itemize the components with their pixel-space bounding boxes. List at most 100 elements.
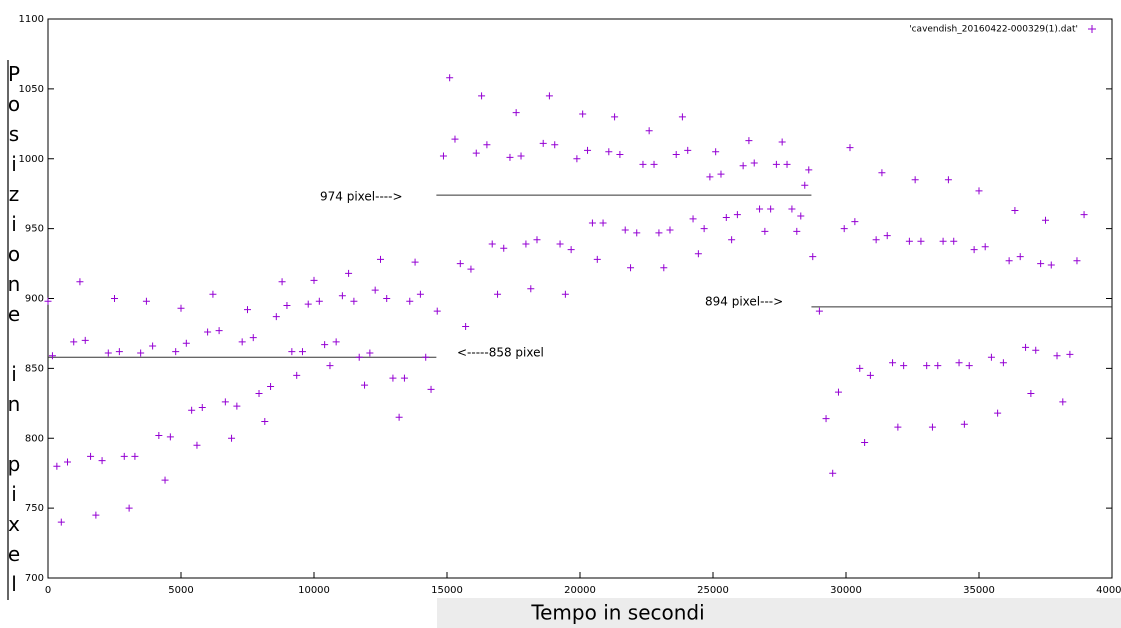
point — [655, 229, 663, 237]
point — [846, 144, 854, 152]
point — [142, 297, 150, 305]
point — [894, 423, 902, 431]
point — [1080, 211, 1088, 219]
annotation: 894 pixel---> — [705, 295, 783, 309]
point — [427, 385, 435, 393]
point — [923, 362, 931, 370]
point — [851, 218, 859, 226]
point — [267, 383, 275, 391]
point — [383, 295, 391, 302]
point — [255, 390, 263, 398]
point — [533, 236, 541, 244]
x-tick-label: 40000 — [1096, 585, 1121, 596]
point — [861, 438, 869, 446]
point — [506, 153, 514, 161]
x-tick-label: 15000 — [431, 585, 463, 596]
point — [911, 176, 919, 184]
point — [456, 260, 464, 268]
point — [395, 413, 403, 421]
point — [488, 240, 496, 248]
point — [483, 141, 491, 149]
point — [733, 211, 741, 219]
point — [228, 434, 236, 442]
point — [616, 151, 624, 159]
point — [801, 181, 809, 189]
point — [539, 139, 547, 147]
point — [166, 433, 174, 441]
point — [750, 159, 758, 167]
point — [182, 339, 190, 347]
point — [706, 173, 714, 181]
plot-frame — [47, 18, 1113, 579]
point — [411, 258, 419, 266]
point — [551, 141, 559, 149]
point — [500, 244, 508, 252]
point — [960, 420, 968, 428]
point — [115, 348, 123, 356]
point — [689, 215, 697, 223]
point — [244, 306, 251, 314]
point — [155, 431, 163, 439]
point — [866, 371, 874, 379]
point — [193, 441, 201, 449]
point — [149, 342, 157, 350]
point — [366, 349, 374, 357]
point — [645, 127, 653, 135]
point — [694, 250, 702, 258]
point — [48, 352, 56, 360]
point — [756, 205, 764, 213]
point — [422, 353, 430, 361]
point — [593, 255, 601, 263]
point — [889, 359, 897, 367]
point — [900, 362, 908, 370]
point — [599, 219, 607, 227]
point — [63, 458, 71, 466]
point — [472, 149, 480, 157]
point — [950, 237, 958, 245]
point — [809, 253, 817, 261]
point — [1005, 257, 1013, 265]
point — [338, 292, 346, 300]
point — [939, 237, 947, 245]
point — [728, 236, 736, 244]
point — [856, 364, 864, 372]
point — [767, 205, 775, 213]
point — [278, 278, 286, 286]
point — [611, 113, 619, 121]
point — [1037, 260, 1045, 268]
point — [717, 170, 725, 178]
point — [233, 402, 241, 410]
point — [1073, 257, 1081, 265]
point — [288, 348, 296, 356]
point — [221, 398, 229, 406]
point — [238, 338, 246, 346]
point — [561, 290, 569, 298]
point — [822, 415, 830, 423]
point — [104, 349, 112, 357]
point — [389, 374, 397, 382]
point — [304, 300, 312, 308]
point — [377, 255, 384, 263]
x-tick-label: 25000 — [697, 585, 729, 596]
point — [350, 297, 358, 305]
point — [439, 152, 447, 160]
point — [761, 227, 769, 235]
x-tick-label: 10000 — [298, 585, 330, 596]
point — [722, 213, 730, 221]
point — [700, 225, 708, 233]
point — [361, 381, 369, 389]
y-tick-label: 900 — [25, 294, 44, 305]
point — [684, 146, 692, 154]
point — [161, 476, 169, 484]
point — [840, 225, 848, 233]
point — [92, 511, 100, 519]
legend-marker — [1088, 25, 1096, 33]
point — [970, 246, 978, 254]
x-tick-label: 30000 — [830, 585, 862, 596]
point — [462, 322, 470, 330]
annotation: 974 pixel----> — [320, 190, 403, 204]
point — [1053, 352, 1061, 360]
point — [215, 327, 223, 335]
point — [834, 388, 842, 396]
